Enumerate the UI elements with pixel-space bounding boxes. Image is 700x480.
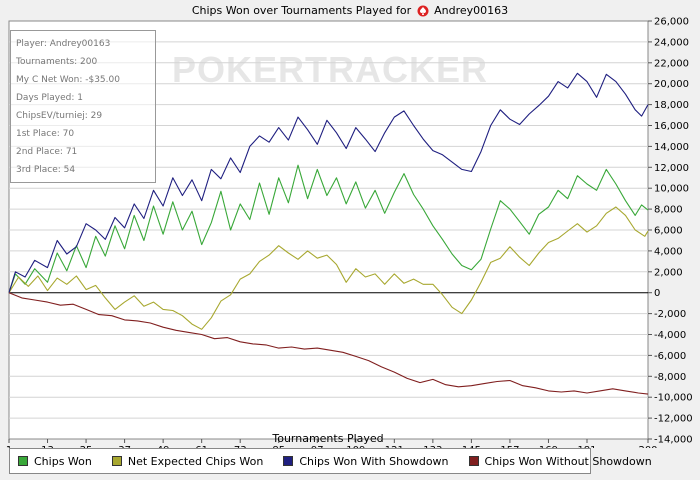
stat-player: Player: Andrey00163 bbox=[16, 39, 111, 49]
y-tick-label: -12,000 bbox=[654, 414, 693, 425]
y-tick-label: 4,000 bbox=[654, 246, 683, 257]
legend-swatch-chips-won bbox=[18, 456, 28, 466]
stat-tournaments: Tournaments: 200 bbox=[16, 57, 98, 67]
y-tick-label: 8,000 bbox=[654, 205, 683, 216]
stats-box: Player: Andrey00163 Tournaments: 200 My … bbox=[10, 30, 156, 183]
x-tick-label: 61 bbox=[195, 445, 208, 448]
stat-2nd-place: 2nd Place: 71 bbox=[16, 147, 78, 157]
series-line-with-showdown bbox=[8, 72, 649, 293]
y-tick-label: 0 bbox=[654, 288, 660, 299]
y-tick-label: -8,000 bbox=[654, 372, 686, 383]
x-tick-label: 169 bbox=[539, 445, 558, 448]
y-tick-label: 16,000 bbox=[654, 121, 689, 132]
stat-chipsev: ChipsEV/turniej: 29 bbox=[16, 111, 103, 121]
y-tick-label: 20,000 bbox=[654, 79, 689, 90]
chart: POKERTRACKER -14,000 -12,000 -10,000 -8,000… bbox=[6, 17, 693, 449]
x-tick-label: 109 bbox=[346, 445, 365, 448]
legend-swatch-with-showdown bbox=[283, 456, 294, 466]
legend-label: Chips Won Without Showdown bbox=[484, 454, 652, 468]
watermark: POKERTRACKER bbox=[172, 49, 488, 90]
legend-label: Chips Won bbox=[34, 454, 92, 468]
x-axis: 1 13 25 37 49 61 73 85 97 109 121 133 145 157 169 181 20… bbox=[6, 439, 658, 448]
x-tick-label: 157 bbox=[500, 445, 519, 448]
y-tick-label: 18,000 bbox=[654, 100, 689, 111]
x-tick-label: 25 bbox=[80, 445, 93, 448]
y-tick-label: -14,000 bbox=[654, 435, 693, 446]
legend-item-chips-won: Chips Won bbox=[18, 455, 92, 468]
spade-chip-icon bbox=[417, 5, 429, 17]
legend-item-with-showdown: Chips Won With Showdown bbox=[283, 454, 449, 468]
y-tick-label: -2,000 bbox=[654, 309, 686, 320]
y-tick-label: 2,000 bbox=[654, 267, 683, 278]
x-tick-label: 145 bbox=[462, 445, 481, 448]
series-line-chips-won bbox=[8, 164, 649, 293]
y-tick-label: 10,000 bbox=[654, 184, 689, 195]
y-tick-label: 12,000 bbox=[654, 163, 689, 174]
y-tick-label: 6,000 bbox=[654, 226, 683, 237]
legend-label: Net Expected Chips Won bbox=[127, 454, 264, 468]
y-tick-label: -10,000 bbox=[654, 393, 693, 404]
stat-days-played: Days Played: 1 bbox=[16, 93, 83, 103]
y-tick-label: -6,000 bbox=[654, 351, 686, 362]
x-tick-label: 13 bbox=[41, 445, 54, 448]
series-line-net-expected bbox=[8, 206, 649, 330]
legend: Chips Won Net Expected Chips Won Chips W… bbox=[9, 448, 652, 474]
stat-net-won: My C Net Won: -$35.00 bbox=[16, 75, 120, 85]
legend-swatch-net-expected bbox=[111, 456, 122, 466]
x-tick-label: 85 bbox=[272, 445, 285, 448]
y-tick-label: 22,000 bbox=[654, 58, 689, 69]
x-tick-label: 1 bbox=[6, 445, 12, 448]
y-tick-label: 24,000 bbox=[654, 37, 689, 48]
y-tick-label: -4,000 bbox=[654, 330, 686, 341]
y-tick-label: 14,000 bbox=[654, 142, 689, 153]
x-axis-title: Tournaments Played bbox=[271, 432, 383, 445]
x-tick-label: 49 bbox=[157, 445, 170, 448]
x-tick-label: 37 bbox=[118, 445, 131, 448]
legend-label: Chips Won With Showdown bbox=[299, 454, 449, 468]
chart-title: Chips Won over Tournaments Played for An… bbox=[0, 2, 700, 20]
x-tick-label: 121 bbox=[385, 445, 404, 448]
x-tick-label: 181 bbox=[577, 445, 596, 448]
y-axis: -14,000 -12,000 -10,000 -8,000 -6,000 -4,000 -… bbox=[648, 17, 693, 446]
legend-item-net-expected: Net Expected Chips Won bbox=[111, 454, 264, 468]
x-tick-label: 133 bbox=[423, 445, 442, 448]
stat-1st-place: 1st Place: 70 bbox=[16, 129, 75, 139]
x-tick-label: 97 bbox=[311, 445, 324, 448]
x-tick-label: 200 bbox=[638, 445, 657, 448]
legend-item-without-showdown: Chips Won Without Showdown bbox=[468, 454, 652, 468]
stat-3rd-place: 3rd Place: 54 bbox=[16, 165, 76, 175]
chart-title-text: Chips Won over Tournaments Played for bbox=[191, 4, 412, 17]
legend-swatch-without-showdown bbox=[468, 456, 479, 466]
series-lines bbox=[8, 72, 649, 395]
x-tick-label: 73 bbox=[234, 445, 247, 448]
series-line-without-showdown bbox=[8, 292, 649, 395]
player-name: Andrey00163 bbox=[434, 4, 509, 17]
y-tick-label: 26,000 bbox=[654, 17, 689, 28]
